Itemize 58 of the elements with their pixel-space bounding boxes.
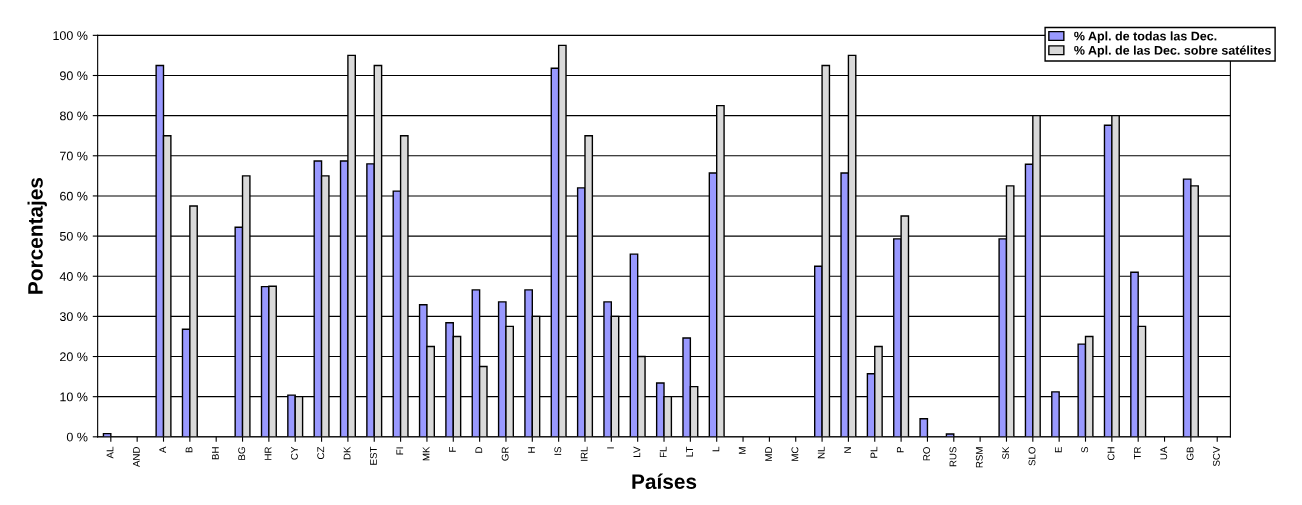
x-tick-label: RUS: [949, 446, 957, 467]
x-tick-label: I: [607, 447, 614, 449]
x-tick-label: SCV: [1212, 446, 1220, 467]
x-tick-label: SLO: [1028, 447, 1036, 466]
x-tick-label: BG: [238, 447, 246, 460]
x-tick-label: MD: [765, 447, 772, 461]
x-tick-label: FI: [396, 447, 404, 455]
x-axis-title: Países: [632, 473, 697, 490]
y-tick-label: 10 %: [60, 392, 88, 402]
y-tick-label: 20 %: [60, 352, 88, 362]
x-tick-label: TR: [1134, 447, 1141, 460]
y-tick-label: 90 %: [60, 71, 88, 81]
x-tick-label: L: [712, 446, 720, 452]
x-tick-label: B: [185, 447, 193, 453]
x-tick-label: DK: [343, 446, 351, 460]
y-tick-label: 50 %: [59, 231, 88, 241]
x-tick-label: EST: [369, 446, 377, 465]
x-tick-label: H: [528, 447, 535, 453]
x-tick-label: RO: [923, 447, 931, 461]
y-axis-title: Porcentajes: [27, 177, 47, 294]
x-tick-label: BH: [212, 447, 219, 460]
legend-label: % Apl. de todas las Dec.: [1074, 31, 1217, 43]
x-tick-label: P: [896, 447, 904, 453]
x-tick-label: A: [159, 446, 167, 454]
y-tick-label: 80 %: [59, 111, 88, 121]
x-tick-label: M: [738, 447, 746, 454]
legend-label: % Apl. de las Dec. sobre satélites: [1074, 45, 1271, 58]
x-tick-label: IRL: [580, 446, 588, 461]
x-tick-label: CZ: [317, 446, 325, 460]
x-tick-label: RSM: [975, 447, 983, 468]
x-tick-label: LT: [686, 446, 693, 457]
x-tick-label: MK: [422, 446, 430, 461]
y-tick-label: 40 %: [59, 272, 88, 281]
y-tick-label: 0 %: [66, 432, 88, 442]
y-tick-label: 100 %: [53, 31, 88, 40]
x-tick-label: E: [1054, 446, 1062, 453]
x-tick-label: F: [449, 446, 456, 452]
y-tick-label: 30 %: [59, 312, 88, 322]
y-tick-label: 70 %: [60, 151, 88, 161]
x-tick-label: CY: [290, 446, 298, 460]
x-tick-label: SK: [1002, 446, 1010, 460]
x-tick-label: CH: [1107, 447, 1115, 461]
x-tick-label: NL: [817, 446, 825, 459]
x-tick-label: IS: [554, 446, 562, 455]
x-tick-label: AND: [132, 447, 140, 468]
x-tick-label: D: [475, 447, 483, 453]
x-tick-label: LV: [633, 446, 641, 457]
x-tick-label: N: [844, 447, 851, 453]
x-tick-label: FL: [659, 446, 667, 458]
y-tick-label: 60 %: [60, 191, 88, 201]
x-tick-label: MC: [791, 446, 799, 461]
x-tick-label: GR: [501, 447, 509, 461]
x-tick-label: S: [1081, 446, 1089, 453]
x-tick-label: AL: [106, 446, 114, 459]
x-tick-label: UA: [1160, 446, 1168, 460]
x-tick-label: PL: [870, 446, 878, 458]
x-tick-label: GB: [1186, 447, 1194, 461]
x-tick-label: HR: [264, 447, 272, 460]
